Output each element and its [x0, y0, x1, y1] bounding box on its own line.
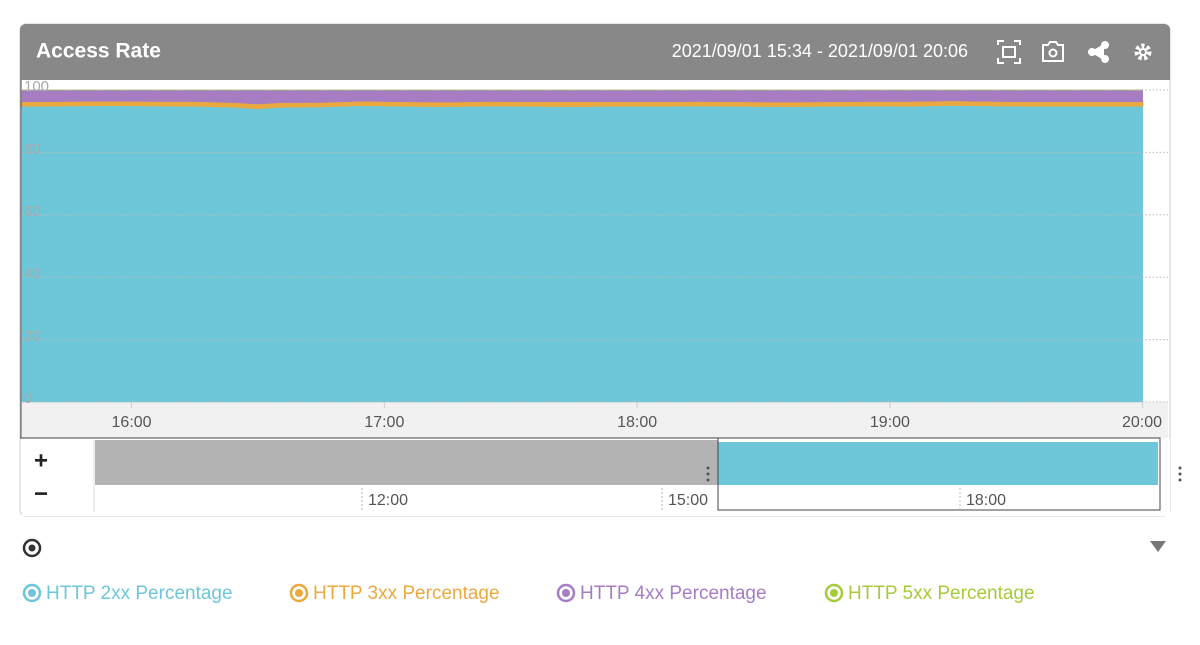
- legend-item[interactable]: HTTP 5xx Percentage: [824, 583, 1035, 604]
- y-tick-label: 0: [24, 390, 32, 407]
- area: [21, 104, 1143, 403]
- legend-marker: [289, 583, 309, 603]
- x-axis-band: [22, 402, 1168, 438]
- navigator-selection-area: [718, 442, 1158, 485]
- y-tick-label: 40: [24, 265, 41, 282]
- zoom-in[interactable]: +: [34, 447, 48, 474]
- x-tick-label: 17:00: [364, 414, 404, 431]
- legend-item[interactable]: HTTP 4xx Percentage: [556, 583, 767, 604]
- legend-dot: [562, 589, 570, 597]
- plot: 0 20 40 60 80 100 16:00 17:00 18:00 19:00 20:00: [20, 78, 1168, 438]
- time-range[interactable]: 2021/09/01 15:34 - 2021/09/01 20:06: [672, 41, 968, 61]
- legend-marker: [556, 583, 576, 603]
- legend-label: HTTP 5xx Percentage: [848, 583, 1035, 604]
- legend-dot: [295, 589, 303, 597]
- legend-dropdown[interactable]: [1150, 541, 1166, 552]
- legend-marker: [22, 583, 42, 603]
- legend-dot: [28, 589, 36, 597]
- navigator-tick-label: 15:00: [668, 492, 708, 509]
- y-tick-label: 80: [24, 140, 41, 157]
- x-tick-label: 20:00: [1122, 414, 1162, 431]
- header-icons: [997, 40, 1152, 64]
- series-toggle[interactable]: [22, 538, 42, 558]
- x-tick-label: 19:00: [870, 414, 910, 431]
- legend-label: HTTP 4xx Percentage: [580, 583, 767, 604]
- navigator-window[interactable]: [717, 437, 1161, 511]
- navigator: + − 12:00 15:00 18:00: [20, 437, 1182, 516]
- legend-marker: [824, 583, 844, 603]
- zoom-out[interactable]: −: [34, 480, 48, 507]
- legend-item[interactable]: HTTP 3xx Percentage: [289, 583, 500, 604]
- legend: HTTP 2xx Percentage HTTP 3xx Percentage HT…: [22, 583, 1035, 604]
- y-tick-label: 20: [24, 328, 41, 345]
- legend-dot: [830, 589, 838, 597]
- snapshot-icon[interactable]: [1042, 41, 1064, 62]
- x-tick-label: 18:00: [617, 414, 657, 431]
- navigator-handles: [706, 466, 1182, 482]
- navigator-tick-label: 12:00: [368, 492, 408, 509]
- x-tick-label: 16:00: [112, 414, 152, 431]
- legend-label: HTTP 3xx Percentage: [313, 583, 500, 604]
- panel-title: Access Rate: [36, 40, 161, 63]
- fullscreen-icon[interactable]: [997, 40, 1021, 64]
- legend-label: HTTP 2xx Percentage: [46, 583, 233, 604]
- share-icon[interactable]: [1088, 41, 1109, 63]
- legend-item[interactable]: HTTP 2xx Percentage: [22, 583, 233, 604]
- navigator-unselected: [95, 440, 718, 485]
- panel-header: [20, 24, 1170, 80]
- settings-icon[interactable]: [1134, 43, 1152, 61]
- y-tick-label: 60: [24, 203, 41, 220]
- navigator-tick-label: 18:00: [966, 492, 1006, 509]
- y-tick-label: 100: [24, 78, 49, 95]
